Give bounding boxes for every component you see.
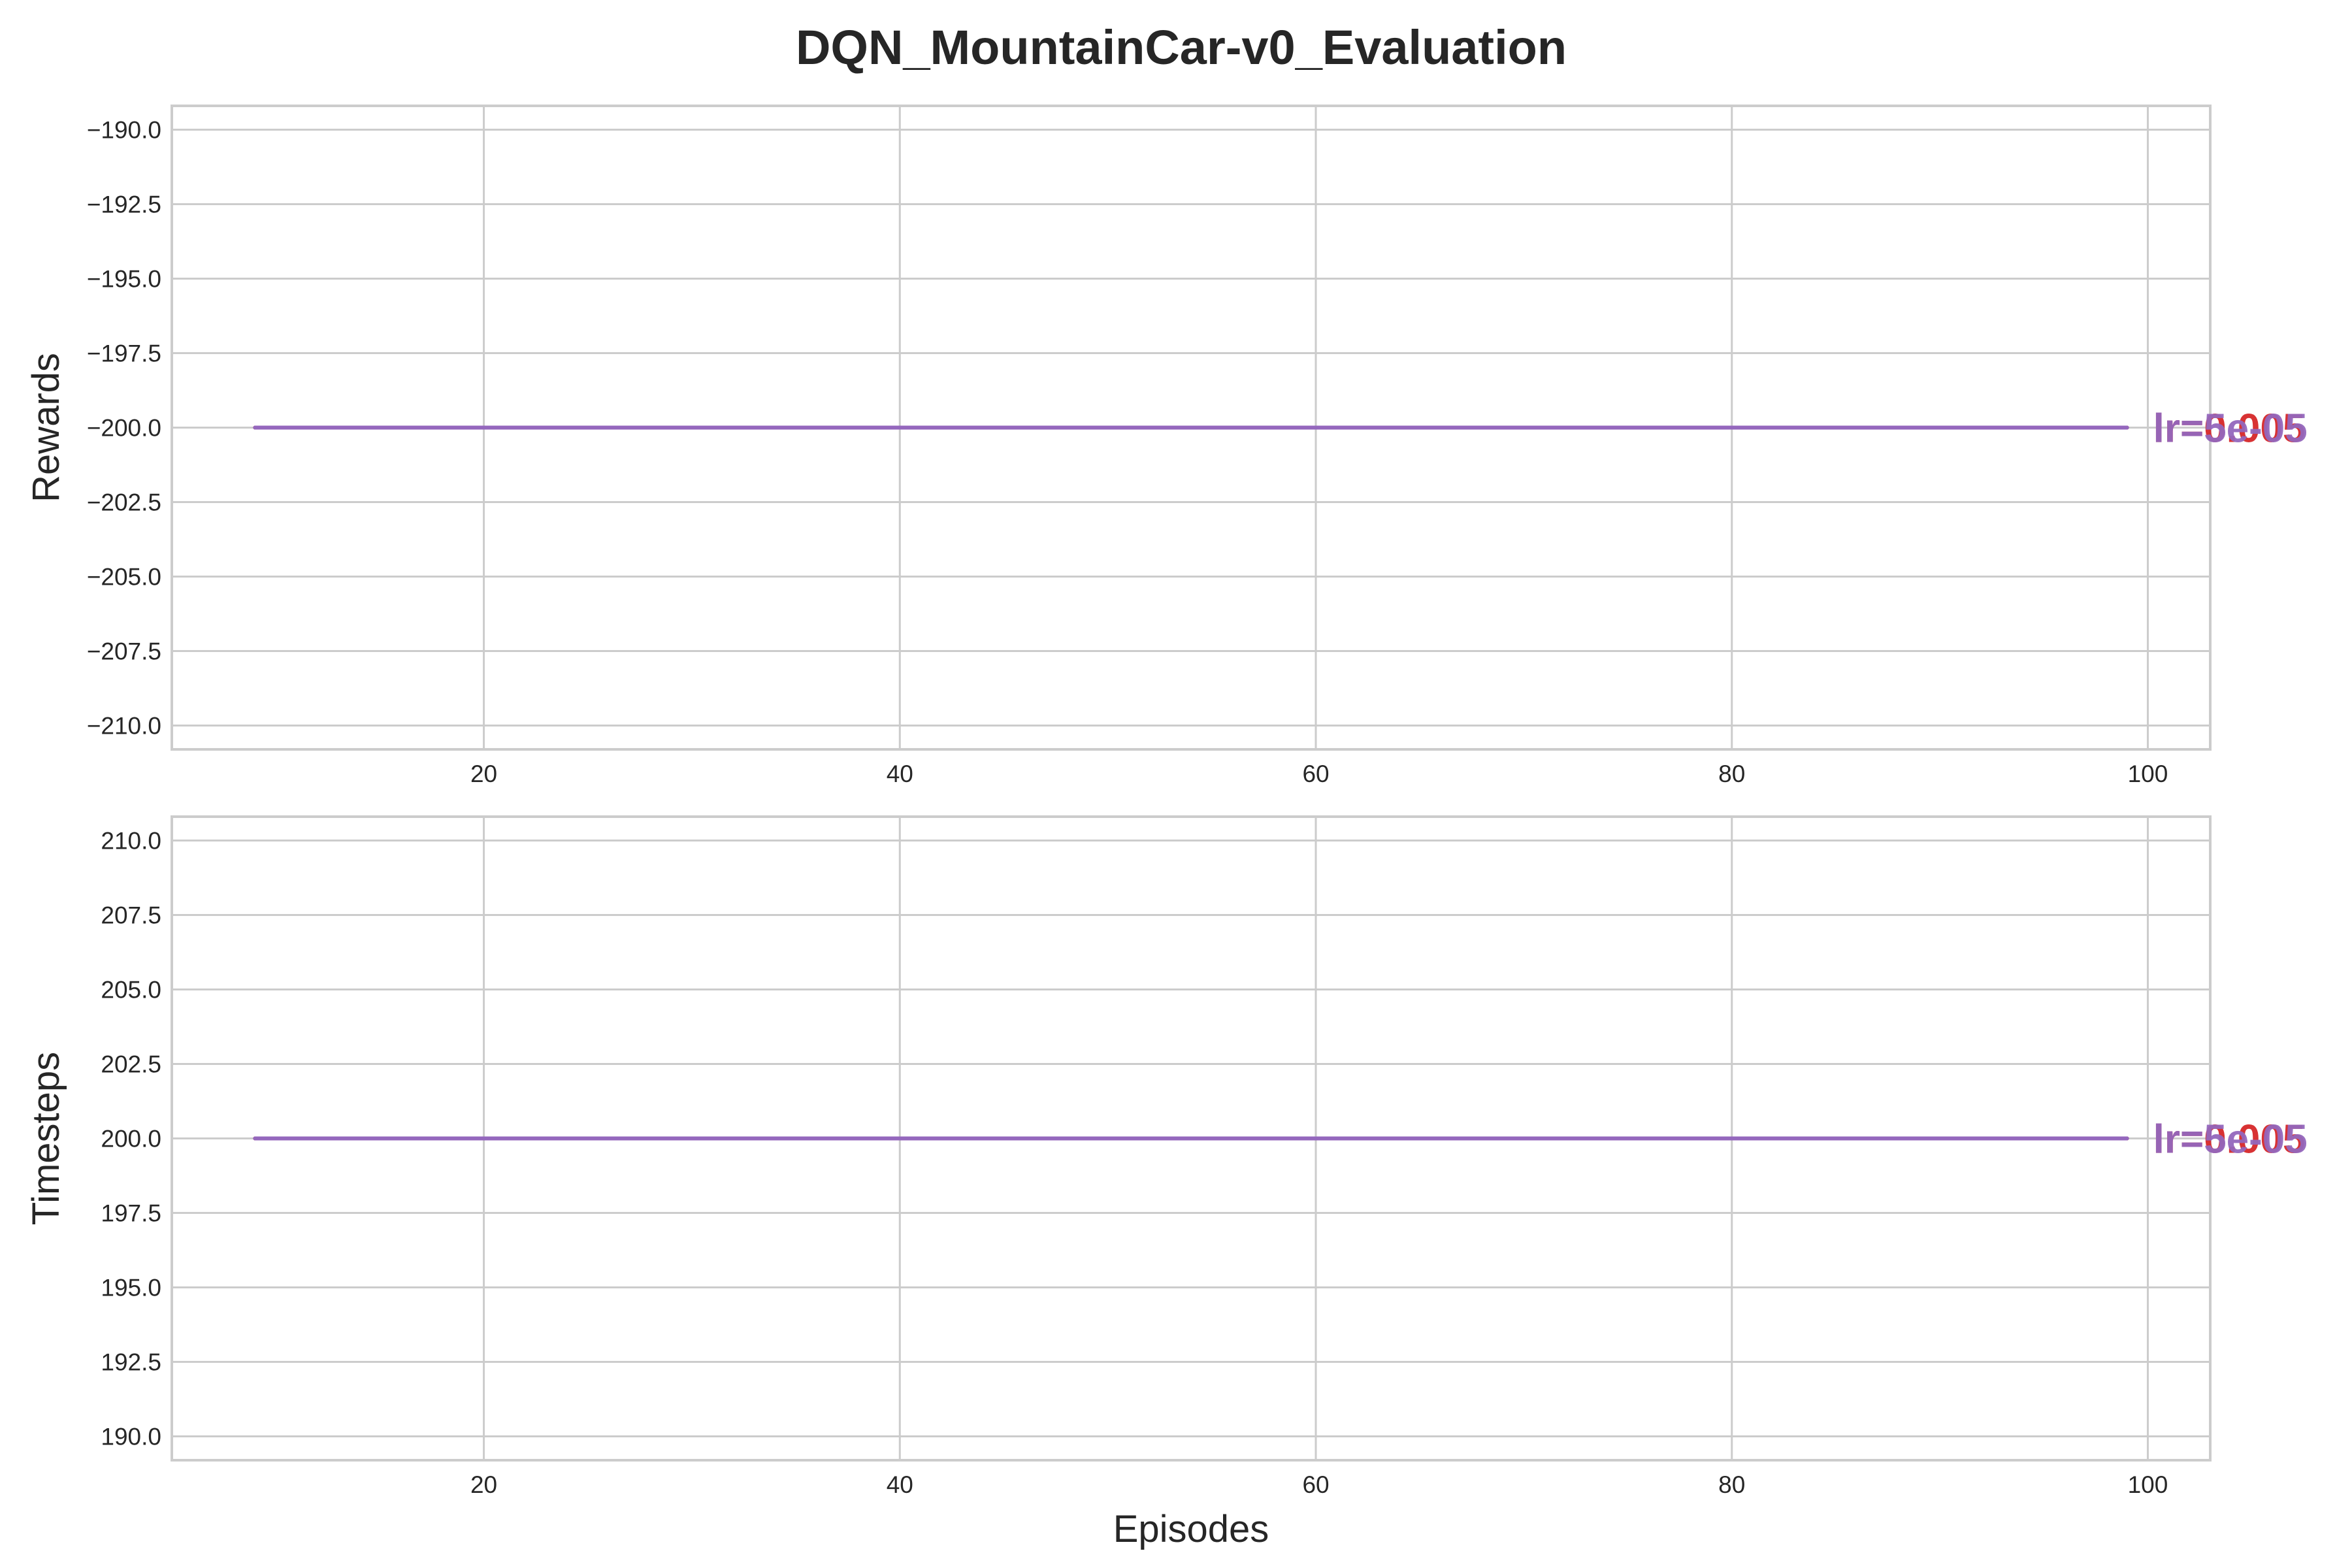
y-tick-label: 210.0 [101,827,161,854]
timesteps-panel: 20 40 60 80 100 190.0 192.5 195.0 197.5 200.0 202.… [25,815,2308,1550]
y-axis-label: Rewards [25,353,67,502]
series-end-label: lr=0.005 [2153,1117,2306,1162]
y-tick-label: 200.0 [101,1126,161,1152]
y-tick-label: −192.5 [87,191,161,218]
y-tick-label: −205.0 [87,564,161,591]
y-tick-label: −195.0 [87,265,161,292]
figure-title: DQN_MountainCar-v0_Evaluation [796,20,1567,74]
y-tick-label: 190.0 [101,1424,161,1450]
series-end-label: lr=5e-05 [2153,1117,2308,1162]
axes-frame [171,815,2212,1462]
series-end-label: lr=5e-05 [2153,406,2308,451]
y-axis-label: Timesteps [25,1052,67,1225]
x-tick-label: 40 [887,760,913,787]
y-tick-label: −207.5 [87,638,161,665]
x-tick-label: 60 [1302,760,1329,787]
series-end-label: lr=0.005 [2153,406,2306,451]
x-tick-label: 20 [470,1471,497,1498]
x-tick-label: 100 [2128,1471,2168,1498]
y-tick-label: −202.5 [87,489,161,516]
x-tick-label: 60 [1302,1471,1329,1498]
y-tick-label: 207.5 [101,902,161,928]
y-tick-label: 192.5 [101,1349,161,1376]
x-tick-label: 80 [1718,1471,1745,1498]
y-tick-label: −210.0 [87,713,161,740]
x-tick-label: 100 [2128,760,2168,787]
y-tick-label: −200.0 [87,415,161,442]
y-tick-label: 195.0 [101,1275,161,1301]
y-tick-label: −197.5 [87,340,161,367]
x-tick-label: 40 [887,1471,913,1498]
y-tick-label: 197.5 [101,1200,161,1227]
x-tick-label: 20 [470,760,497,787]
axes-frame [171,105,2212,751]
x-axis-label: Episodes [1113,1508,1269,1550]
y-tick-label: 202.5 [101,1051,161,1077]
rewards-panel: 20 40 60 80 100 −190.0 −192.5 −195.0 −197.5 −200.… [25,105,2308,787]
y-tick-label: −190.0 [87,116,161,143]
x-tick-label: 80 [1718,760,1745,787]
y-tick-label: 205.0 [101,976,161,1003]
